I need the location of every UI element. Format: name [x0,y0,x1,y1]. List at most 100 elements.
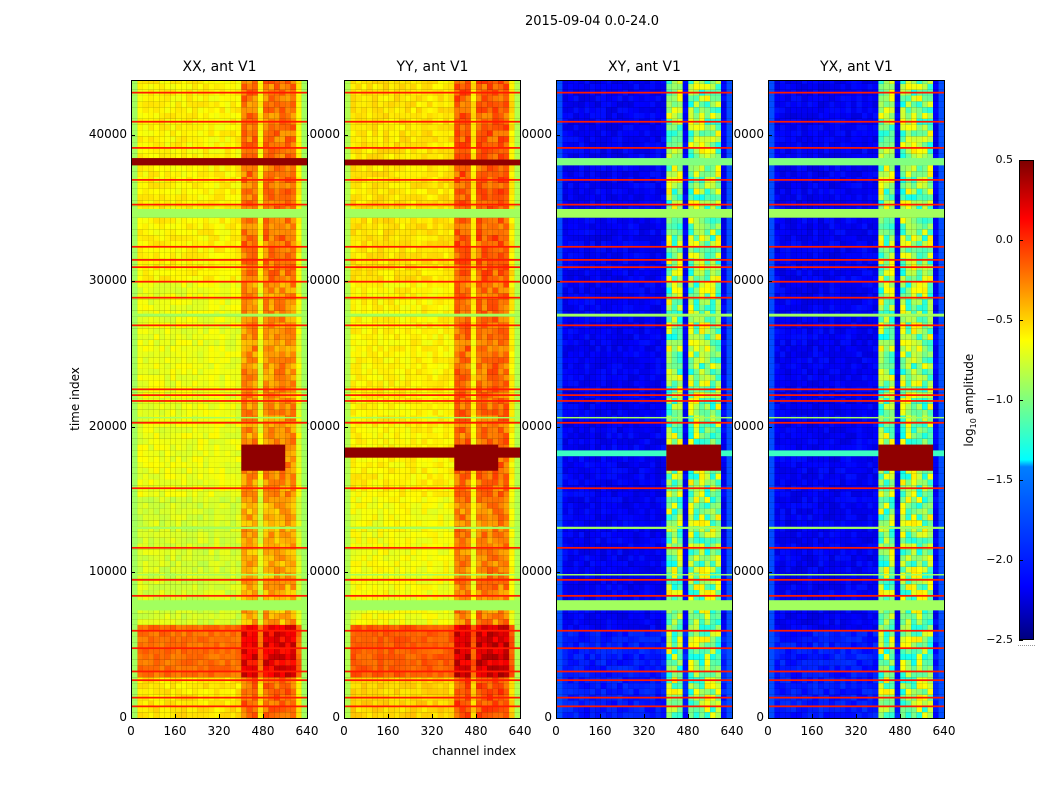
heatmap-cell [290,659,297,666]
heatmap-cell [235,438,242,445]
heatmap-cell [137,555,143,561]
heatmap-cell [230,147,236,154]
heatmap-cell [427,607,433,614]
heatmap-cell [224,130,231,137]
heatmap-cell [142,432,149,439]
heatmap-cell [296,479,302,486]
heatmap-cell [388,520,395,527]
heatmap-cell [214,421,220,428]
heatmap-cell [498,590,504,596]
heatmap-cell [148,688,154,695]
heatmap-cell [175,467,182,474]
heatmap-cell [219,270,225,276]
heatmap-cell [296,427,302,433]
heatmap-cell [159,712,165,718]
heatmap-cell [235,246,242,253]
heatmap-cell [170,520,176,527]
heatmap-cell [350,566,356,573]
heatmap-cell [465,491,471,497]
heatmap-cell [214,409,220,416]
heatmap-cell [509,654,515,660]
heatmap-cell [257,316,264,323]
heatmap-cell [285,578,291,585]
heatmap-cell [186,95,193,102]
heatmap-cell [481,624,488,631]
heatmap-cell [235,537,242,544]
heatmap-cell [142,491,149,497]
heatmap-cell [421,467,428,474]
heatmap-cell [279,432,286,439]
heatmap-cell [257,688,264,695]
heatmap-cell [345,496,351,503]
heatmap-cell [170,124,176,131]
heatmap-cell [257,642,264,649]
heatmap-cell [214,619,220,625]
heatmap-cell [197,374,204,381]
heatmap-cell [290,107,297,113]
heatmap-cell [219,124,225,131]
heatmap-cell [192,590,198,596]
heatmap-cell [421,595,428,602]
heatmap-cell [137,345,143,352]
heatmap-cell [427,706,433,713]
heatmap-cell [137,491,143,497]
heatmap-cell [274,491,280,497]
heatmap-cell [181,560,187,567]
heatmap-cell [427,467,433,474]
heatmap-cell [137,95,143,102]
flag-band-red [132,203,307,206]
heatmap-cell [186,171,193,177]
heatmap-cell [361,630,367,637]
heatmap-cell [487,514,493,521]
heatmap-cell [153,479,160,486]
heatmap-cell [148,683,154,689]
heatmap-cell [366,462,373,468]
heatmap-cell [459,467,466,474]
heatmap-cell [509,595,515,602]
heatmap-cell [230,421,236,428]
heatmap-cell [394,624,400,631]
heatmap-cell [246,83,253,90]
heatmap-cell [170,688,176,695]
heatmap-cell [192,299,198,305]
heatmap-cell [235,450,242,457]
heatmap-cell [148,619,154,625]
heatmap-cell [274,270,280,276]
heatmap-cell [285,607,291,614]
heatmap-cell [465,688,471,695]
heatmap-cell [509,636,515,643]
heatmap-cell [235,258,242,265]
heatmap-cell [372,700,378,707]
heatmap-cell [214,380,220,387]
heatmap-cell [514,590,520,596]
heatmap-cell [296,188,302,195]
heatmap-cell [257,659,264,666]
heatmap-cell [454,566,460,573]
heatmap-cell [132,136,138,143]
heatmap-cell [219,147,225,154]
heatmap-cell [290,491,297,497]
heatmap-cell [268,153,275,160]
heatmap-cell [470,543,477,550]
heatmap-cell [148,328,154,335]
heatmap-cell [263,380,269,387]
heatmap-cell [235,630,242,637]
heatmap-cell [383,659,389,666]
heatmap-cell [252,665,258,672]
heatmap-cell [274,706,280,713]
heatmap-cell [203,275,209,282]
heatmap-cell [224,107,231,113]
heatmap-cell [224,403,231,410]
heatmap-cell [437,624,444,631]
heatmap-cell [301,671,307,678]
heatmap-cell [197,595,204,602]
heatmap-cell [170,624,176,631]
heatmap-cell [361,659,367,666]
heatmap-cell [241,299,247,305]
heatmap-cell [224,124,231,131]
heatmap-cell [224,270,231,276]
heatmap-cell [153,590,160,596]
heatmap-cell [159,520,165,527]
heatmap-cell [148,188,154,195]
heatmap-cell [137,584,143,591]
